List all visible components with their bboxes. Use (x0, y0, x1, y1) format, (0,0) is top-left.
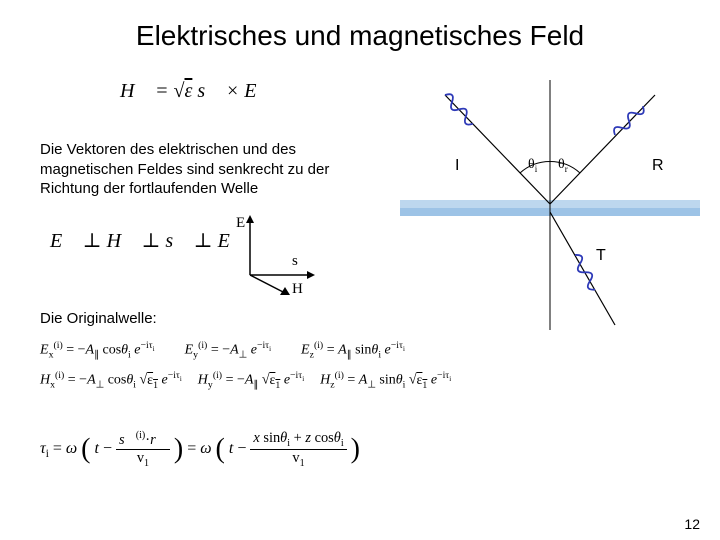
paragraph-description: Die Vektoren des elektrischen und des ma… (40, 140, 340, 199)
label-theta-r: θr (558, 157, 568, 174)
page-title: Elektrisches und magnetisches Feld (0, 20, 720, 52)
axis-E-label: E (236, 215, 245, 231)
transmitted-wave (550, 212, 615, 325)
label-theta-i: θi (528, 157, 538, 174)
formula-Hx: Hx(i) = −A⊥ cosθi √ε1 e−iτi (40, 370, 182, 390)
formula-H: H⃗ = √ε s⃗ × E⃗ (120, 80, 272, 103)
formula-row-H: Hx(i) = −A⊥ cosθi √ε1 e−iτi Hy(i) = −A∥ … (40, 370, 451, 390)
reflected-wave (550, 95, 655, 204)
incident-wave (441, 92, 550, 204)
formula-row-E: Ex(i) = −A∥ cosθi e−iτi Ey(i) = −A⊥ e−iτ… (40, 340, 405, 360)
formula-tau: τi = ω ( t − s⃗(i)·r⃗v1 ) = ω ( t − x si… (40, 430, 360, 469)
formula-Ez: Ez(i) = A∥ sinθi e−iτi (301, 340, 405, 360)
formula-Hy: Hy(i) = −A∥ √ε1 e−iτi (198, 370, 304, 390)
axis-H-label: H (292, 281, 303, 295)
formula-Ex: Ex(i) = −A∥ cosθi e−iτi (40, 340, 155, 360)
label-T: T (596, 247, 606, 264)
axis-s-label: s (292, 253, 298, 269)
reflection-refraction-diagram: I R T θi θr (400, 80, 700, 330)
original-wave-label: Die Originalwelle: (40, 310, 157, 327)
coord-axes-diagram: E s H (230, 215, 330, 295)
formula-Ey: Ey(i) = −A⊥ e−iτi (185, 340, 271, 360)
page-number: 12 (684, 516, 700, 532)
formula-perp: E⃗ ⊥ H⃗ ⊥ s⃗ ⊥ E⃗ (50, 228, 245, 253)
label-I: I (455, 157, 459, 174)
label-R: R (652, 157, 664, 174)
formula-Hz: Hz(i) = A⊥ sinθi √ε1 e−iτi (320, 370, 451, 390)
